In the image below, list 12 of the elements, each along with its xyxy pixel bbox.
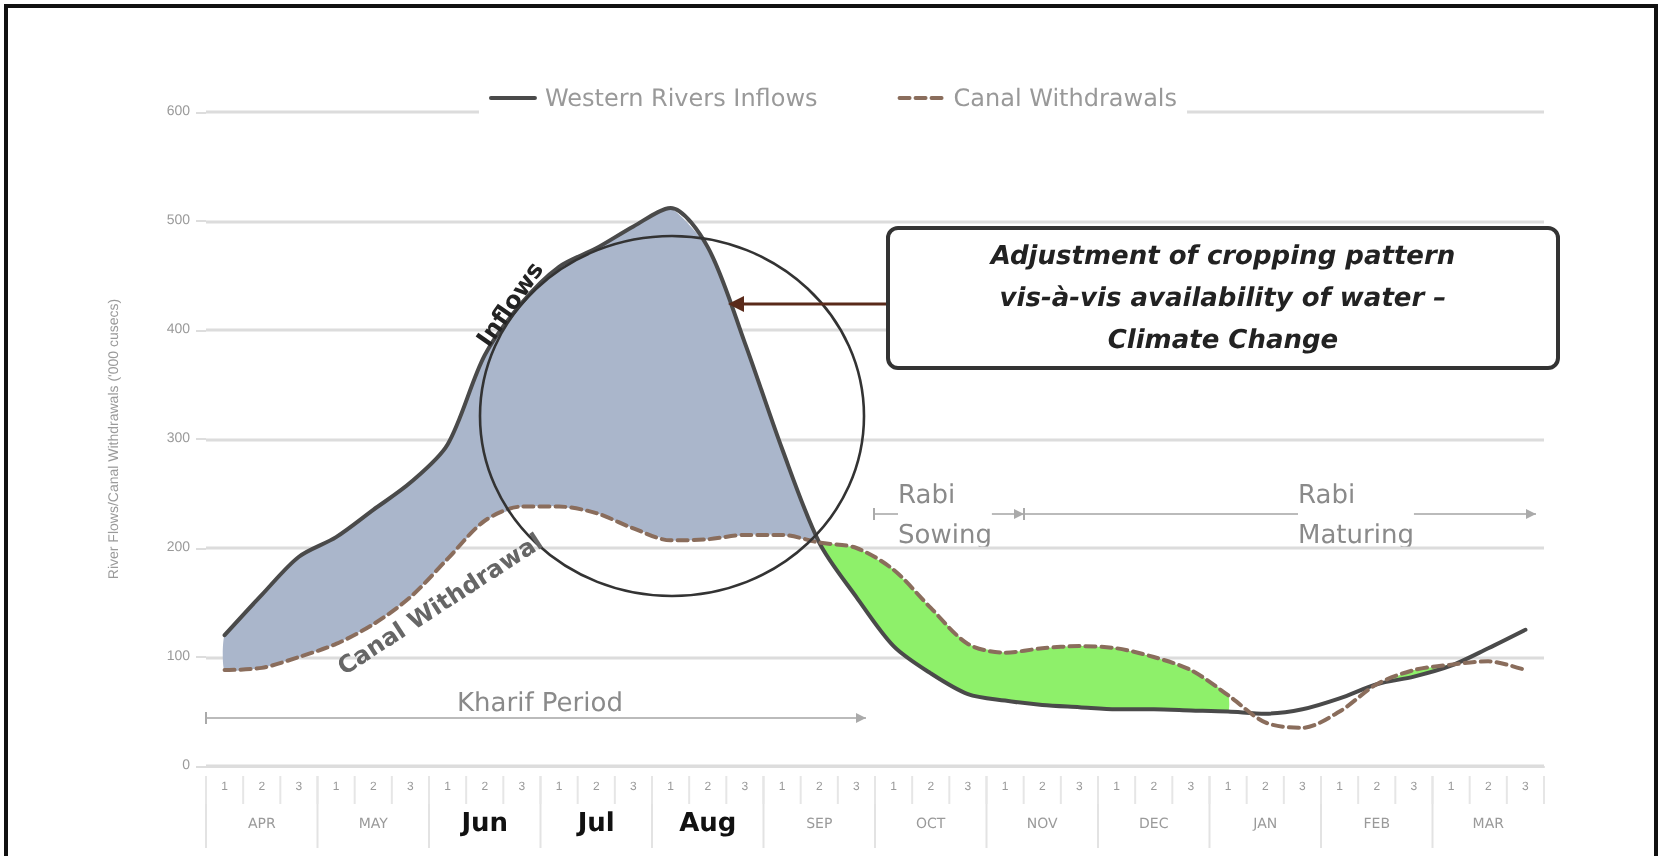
- annotation: Rabi Sowing: [898, 481, 992, 551]
- annotation: Kharif Period: [457, 689, 623, 719]
- text: Jun: [459, 809, 509, 839]
- line-series: [222, 205, 1528, 716]
- line-series: [222, 504, 1528, 730]
- legend-label: Western Rivers Inflows: [544, 84, 818, 112]
- text: Jul: [575, 809, 615, 839]
- annotation: Adjustment of cropping pattern vis-à-vis availability of water – Climate Change: [990, 239, 1456, 359]
- annotation: Rabi Maturing: [1298, 481, 1414, 551]
- text: Aug: [679, 809, 737, 839]
- legend-label: Canal Withdrawals: [953, 84, 1178, 112]
- callout-box: Adjustment of cropping pattern vis-à-vis availability of water – Climate Change: [886, 226, 1560, 370]
